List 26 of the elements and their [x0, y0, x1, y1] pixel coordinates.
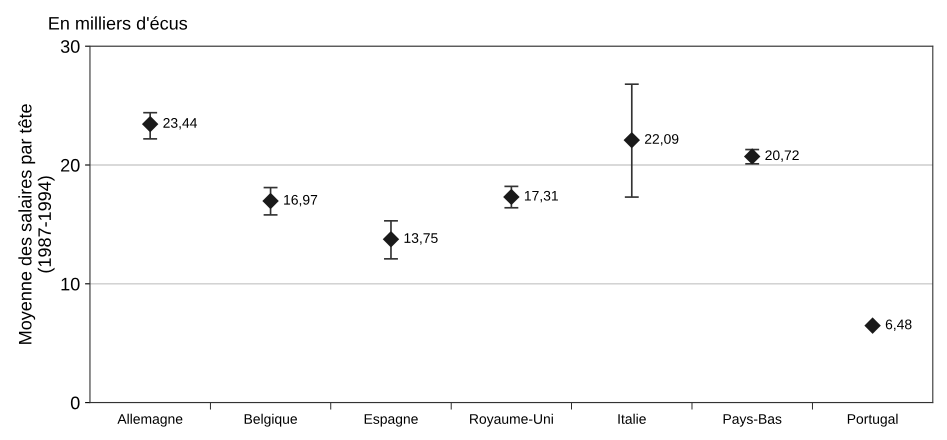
data-label: 22,09	[644, 134, 678, 146]
chart-title: En milliers d'écus	[49, 16, 188, 30]
point	[262, 192, 279, 210]
y-tick-label: 20	[61, 158, 80, 172]
x-tick-label: Italie	[618, 414, 646, 424]
point	[864, 317, 881, 334]
x-tick-label: Portugal	[848, 414, 898, 427]
data-label: 13,75	[404, 233, 438, 245]
y-axis-title: Moyenne des salaires par tête (1987-1994)	[18, 104, 55, 344]
point	[382, 231, 400, 248]
x-tick-label: Pays-Bas	[724, 414, 782, 427]
x-tick-label: Royaume-Uni	[470, 414, 553, 427]
y-tick-label: 10	[62, 278, 80, 291]
point	[503, 188, 520, 206]
data-label: 23,44	[163, 118, 198, 130]
x-tick-label: Allemagne	[117, 414, 182, 427]
data-label: 6,48	[886, 320, 912, 331]
y-tick-label: 0	[70, 396, 80, 410]
point	[142, 116, 158, 132]
data-label: 16,97	[284, 194, 318, 206]
point	[624, 132, 640, 148]
y-tick-label: 30	[60, 40, 80, 53]
data-label: 20,72	[765, 150, 799, 162]
data-label: 17,31	[524, 190, 558, 202]
x-tick-label: Belgique	[244, 414, 297, 427]
x-tick-label: Espagne	[364, 414, 418, 427]
